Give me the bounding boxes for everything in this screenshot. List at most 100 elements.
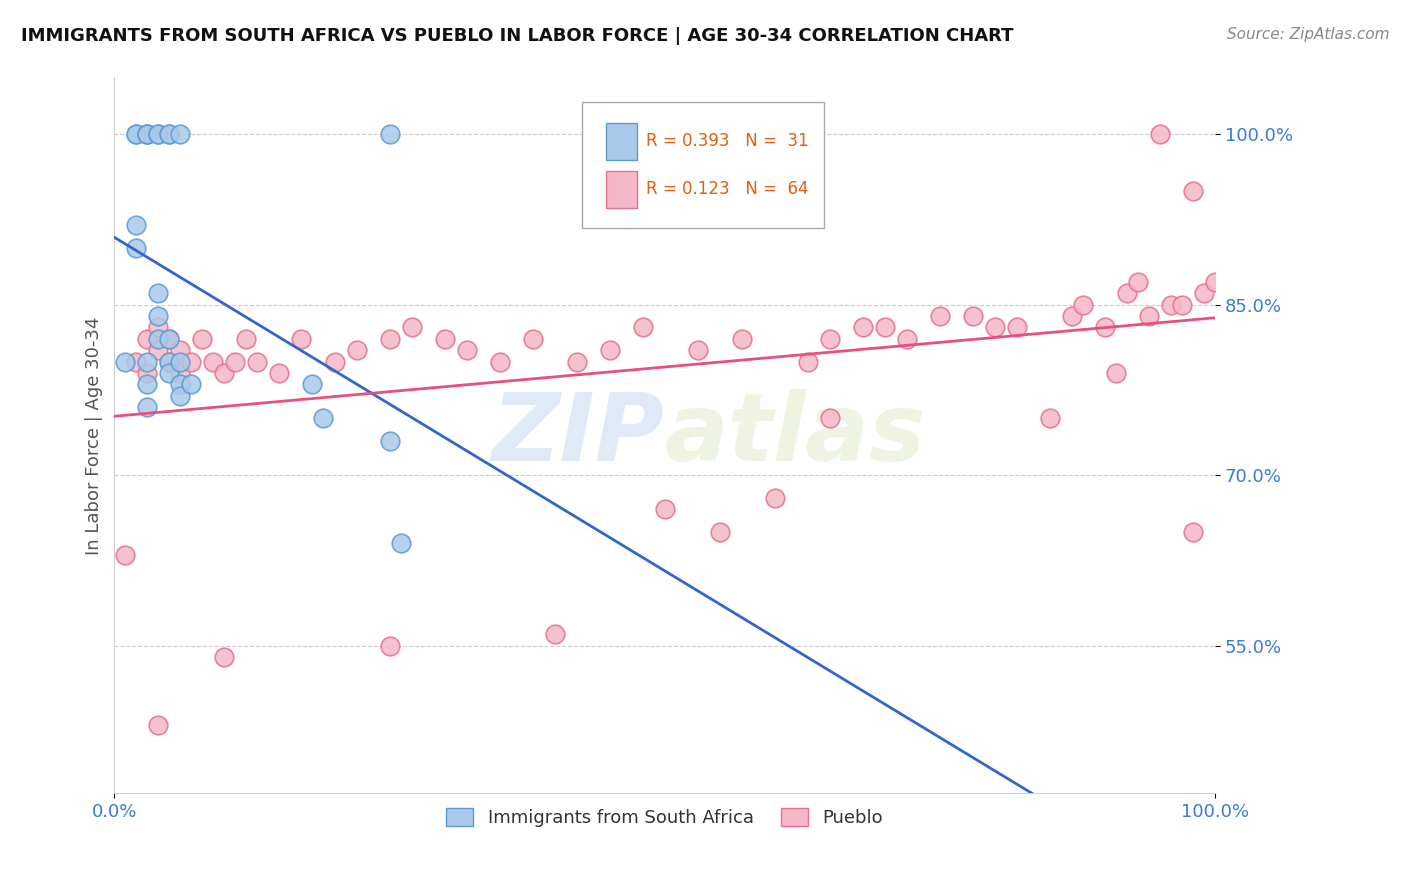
Point	[1181, 184, 1204, 198]
Point	[456, 343, 478, 358]
Point	[323, 354, 346, 368]
Point	[159, 354, 181, 368]
Point	[984, 320, 1007, 334]
Point	[148, 320, 170, 334]
Point	[928, 309, 950, 323]
Text: Source: ZipAtlas.com: Source: ZipAtlas.com	[1226, 27, 1389, 42]
Point	[1181, 524, 1204, 539]
Bar	[606, 170, 637, 208]
Point	[169, 128, 191, 142]
Point	[731, 332, 754, 346]
Text: ZIP: ZIP	[492, 390, 665, 482]
Point	[125, 354, 148, 368]
Point	[125, 218, 148, 232]
Point	[246, 354, 269, 368]
Point	[378, 128, 401, 142]
Point	[1071, 298, 1094, 312]
Point	[1149, 128, 1171, 142]
Point	[1204, 275, 1226, 289]
Point	[1060, 309, 1083, 323]
Point	[1160, 298, 1182, 312]
Point	[214, 650, 236, 665]
Point	[125, 128, 148, 142]
Point	[136, 332, 159, 346]
Point	[214, 366, 236, 380]
Point	[818, 411, 841, 425]
Point	[378, 639, 401, 653]
Point	[169, 377, 191, 392]
Point	[136, 354, 159, 368]
Point	[169, 366, 191, 380]
Point	[654, 502, 676, 516]
Point	[169, 354, 191, 368]
Point	[224, 354, 246, 368]
Point	[169, 343, 191, 358]
Point	[148, 128, 170, 142]
Legend: Immigrants from South Africa, Pueblo: Immigrants from South Africa, Pueblo	[439, 801, 890, 834]
Point	[389, 536, 412, 550]
Text: R = 0.393   N =  31: R = 0.393 N = 31	[645, 132, 808, 150]
Point	[896, 332, 918, 346]
Point	[1192, 286, 1215, 301]
Point	[488, 354, 510, 368]
Point	[599, 343, 621, 358]
Point	[136, 377, 159, 392]
Point	[269, 366, 291, 380]
Point	[136, 400, 159, 414]
Point	[169, 389, 191, 403]
Point	[522, 332, 544, 346]
Point	[125, 241, 148, 255]
Bar	[606, 122, 637, 160]
Point	[1039, 411, 1062, 425]
Point	[125, 128, 148, 142]
Point	[312, 411, 335, 425]
Point	[433, 332, 456, 346]
Point	[301, 377, 323, 392]
Point	[401, 320, 423, 334]
Text: R = 0.123   N =  64: R = 0.123 N = 64	[645, 180, 808, 198]
Point	[1105, 366, 1128, 380]
Point	[148, 343, 170, 358]
Point	[709, 524, 731, 539]
Point	[1126, 275, 1149, 289]
Point	[873, 320, 896, 334]
Point	[159, 128, 181, 142]
Point	[180, 377, 202, 392]
Point	[796, 354, 818, 368]
Point	[159, 354, 181, 368]
Text: atlas: atlas	[665, 390, 927, 482]
Point	[136, 128, 159, 142]
Point	[159, 128, 181, 142]
Point	[136, 128, 159, 142]
Point	[180, 354, 202, 368]
Point	[631, 320, 654, 334]
Point	[962, 309, 984, 323]
Point	[346, 343, 368, 358]
Point	[543, 627, 565, 641]
Point	[136, 128, 159, 142]
Point	[1115, 286, 1137, 301]
Point	[235, 332, 257, 346]
Point	[565, 354, 588, 368]
Point	[148, 332, 170, 346]
Point	[148, 286, 170, 301]
Point	[1005, 320, 1028, 334]
Point	[202, 354, 225, 368]
Point	[159, 366, 181, 380]
Text: IMMIGRANTS FROM SOUTH AFRICA VS PUEBLO IN LABOR FORCE | AGE 30-34 CORRELATION CH: IMMIGRANTS FROM SOUTH AFRICA VS PUEBLO I…	[21, 27, 1014, 45]
Point	[148, 128, 170, 142]
Point	[191, 332, 214, 346]
Point	[159, 332, 181, 346]
Y-axis label: In Labor Force | Age 30-34: In Labor Force | Age 30-34	[86, 316, 103, 555]
Point	[148, 309, 170, 323]
Point	[114, 548, 136, 562]
Point	[763, 491, 786, 505]
Point	[378, 332, 401, 346]
Point	[818, 332, 841, 346]
Point	[1094, 320, 1116, 334]
Point	[378, 434, 401, 448]
Point	[136, 366, 159, 380]
Point	[148, 718, 170, 732]
Point	[159, 332, 181, 346]
Point	[686, 343, 709, 358]
